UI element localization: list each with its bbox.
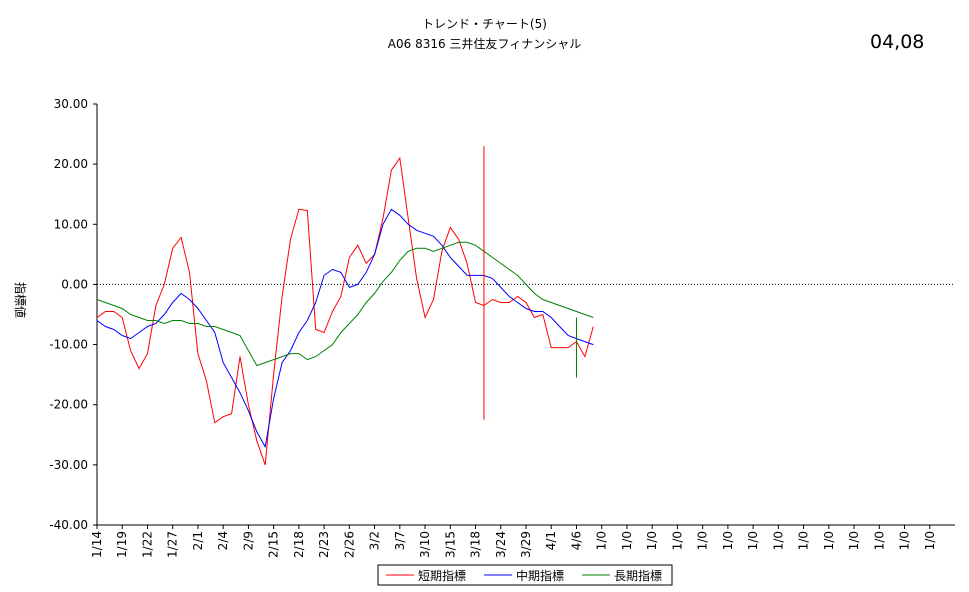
x-tick-label: 1/19 bbox=[115, 531, 129, 558]
chart-subtitle: A06 8316 三井住友フィナンシャル bbox=[387, 37, 582, 51]
legend-label: 短期指標 bbox=[418, 568, 466, 583]
x-tick-label: 4/6 bbox=[569, 531, 583, 550]
x-tick-label: 2/18 bbox=[292, 531, 306, 558]
x-tick-label: 2/26 bbox=[342, 531, 356, 558]
series-line-2 bbox=[96, 208, 594, 449]
y-tick-label: 10.00 bbox=[54, 217, 88, 231]
x-tick-label: 1/0 bbox=[620, 531, 634, 550]
x-tick-label: 1/0 bbox=[771, 531, 785, 550]
x-tick-label: 2/1 bbox=[191, 531, 205, 550]
x-tick-label: 1/14 bbox=[90, 531, 104, 558]
x-tick-label: 2/4 bbox=[216, 531, 230, 550]
x-tick-label: 3/15 bbox=[443, 531, 457, 558]
y-tick-label: -30.00 bbox=[49, 458, 88, 472]
x-tick-label: 1/0 bbox=[746, 531, 760, 550]
legend-label: 長期指標 bbox=[614, 568, 662, 583]
x-tick-label: 3/10 bbox=[418, 531, 432, 558]
x-tick-label: 1/0 bbox=[797, 531, 811, 550]
x-tick-label: 3/18 bbox=[469, 531, 483, 558]
marker-lines bbox=[483, 146, 577, 420]
x-tick-label: 2/15 bbox=[267, 531, 281, 558]
x-tick-label: 3/7 bbox=[393, 531, 407, 550]
x-axis-ticks: 1/14 1/19 1/22 1/27 2/1 2/4 2/9 2/15 2/18 2/23 2/2… bbox=[90, 525, 937, 558]
x-tick-label: 1/0 bbox=[696, 531, 710, 550]
y-tick-label: -20.00 bbox=[49, 398, 88, 412]
y-tick-label: 30.00 bbox=[54, 97, 88, 111]
x-tick-label: 1/0 bbox=[872, 531, 886, 550]
x-tick-label: 1/0 bbox=[645, 531, 659, 550]
y-tick-label: 0.00 bbox=[61, 277, 88, 291]
x-tick-label: 3/2 bbox=[368, 531, 382, 550]
x-tick-label: 1/0 bbox=[822, 531, 836, 550]
y-tick-label: -10.00 bbox=[49, 338, 88, 352]
series-line-3 bbox=[96, 241, 594, 367]
legend-box bbox=[377, 564, 673, 586]
x-tick-label: 1/27 bbox=[166, 531, 180, 558]
x-tick-label: 1/0 bbox=[721, 531, 735, 550]
legend: 短期指標 中期指標 長期指標 bbox=[377, 564, 673, 586]
x-tick-label: 1/0 bbox=[923, 531, 937, 550]
series-line-1 bbox=[96, 156, 594, 466]
x-tick-label: 1/0 bbox=[595, 531, 609, 550]
x-tick-label: 1/22 bbox=[140, 531, 154, 558]
x-tick-label: 1/0 bbox=[898, 531, 912, 550]
x-tick-label: 1/0 bbox=[670, 531, 684, 550]
x-tick-label: 2/23 bbox=[317, 531, 331, 558]
x-tick-label: 1/0 bbox=[847, 531, 861, 550]
x-tick-label: 2/9 bbox=[241, 531, 255, 550]
y-tick-label: -40.00 bbox=[49, 518, 88, 532]
x-tick-label: 3/29 bbox=[519, 531, 533, 558]
axes bbox=[96, 104, 955, 526]
legend-label: 中期指標 bbox=[516, 568, 564, 583]
chart-title: トレンド・チャート(5) bbox=[422, 17, 547, 31]
y-axis-ticks: 30.00 20.00 10.00 0.00 -10.00 -20.00 -30.00 -40… bbox=[49, 97, 97, 532]
series-lines bbox=[96, 156, 594, 466]
x-tick-label: 3/24 bbox=[494, 531, 508, 558]
corner-label: 04,08 bbox=[870, 31, 925, 53]
x-tick-label: 4/1 bbox=[544, 531, 558, 550]
y-axis-label: 指標値 bbox=[13, 282, 28, 318]
y-tick-label: 20.00 bbox=[54, 157, 88, 171]
